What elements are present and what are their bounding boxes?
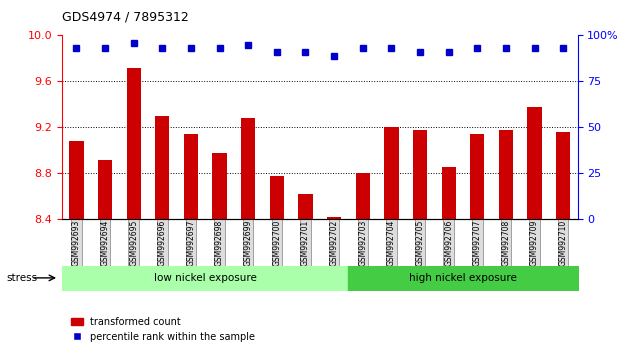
Bar — [212, 153, 227, 219]
Bar — [442, 167, 456, 219]
Bar — [527, 107, 542, 219]
Text: GSM992706: GSM992706 — [444, 219, 453, 266]
Text: stress: stress — [6, 273, 37, 283]
Text: low nickel exposure: low nickel exposure — [154, 273, 256, 283]
Legend: transformed count, percentile rank within the sample: transformed count, percentile rank withi… — [67, 313, 259, 346]
Text: GSM992695: GSM992695 — [129, 219, 138, 266]
Text: GSM992697: GSM992697 — [186, 219, 196, 266]
Text: GSM992700: GSM992700 — [273, 219, 281, 266]
Bar — [413, 130, 427, 219]
Text: high nickel exposure: high nickel exposure — [409, 273, 517, 283]
Bar — [356, 173, 370, 219]
Text: GSM992699: GSM992699 — [243, 219, 253, 266]
Bar — [499, 130, 513, 219]
Bar — [327, 217, 342, 219]
Bar — [155, 116, 170, 219]
Bar — [184, 134, 198, 219]
Text: GSM992708: GSM992708 — [501, 219, 510, 266]
Text: GSM992694: GSM992694 — [101, 219, 109, 266]
Text: GSM992701: GSM992701 — [301, 219, 310, 266]
Bar — [127, 68, 141, 219]
Bar — [298, 194, 312, 219]
Bar — [98, 160, 112, 219]
Bar — [470, 134, 484, 219]
Text: GSM992704: GSM992704 — [387, 219, 396, 266]
Text: GDS4974 / 7895312: GDS4974 / 7895312 — [62, 11, 189, 24]
Bar — [556, 132, 570, 219]
Bar — [384, 127, 399, 219]
Text: GSM992705: GSM992705 — [415, 219, 425, 266]
Bar — [270, 176, 284, 219]
Text: GSM992696: GSM992696 — [158, 219, 167, 266]
Text: GSM992698: GSM992698 — [215, 219, 224, 266]
Text: GSM992703: GSM992703 — [358, 219, 367, 266]
Text: GSM992707: GSM992707 — [473, 219, 482, 266]
Bar — [70, 141, 84, 219]
Bar — [241, 118, 255, 219]
Text: GSM992702: GSM992702 — [330, 219, 338, 266]
Text: GSM992710: GSM992710 — [559, 219, 568, 266]
Text: GSM992693: GSM992693 — [72, 219, 81, 266]
Text: GSM992709: GSM992709 — [530, 219, 539, 266]
